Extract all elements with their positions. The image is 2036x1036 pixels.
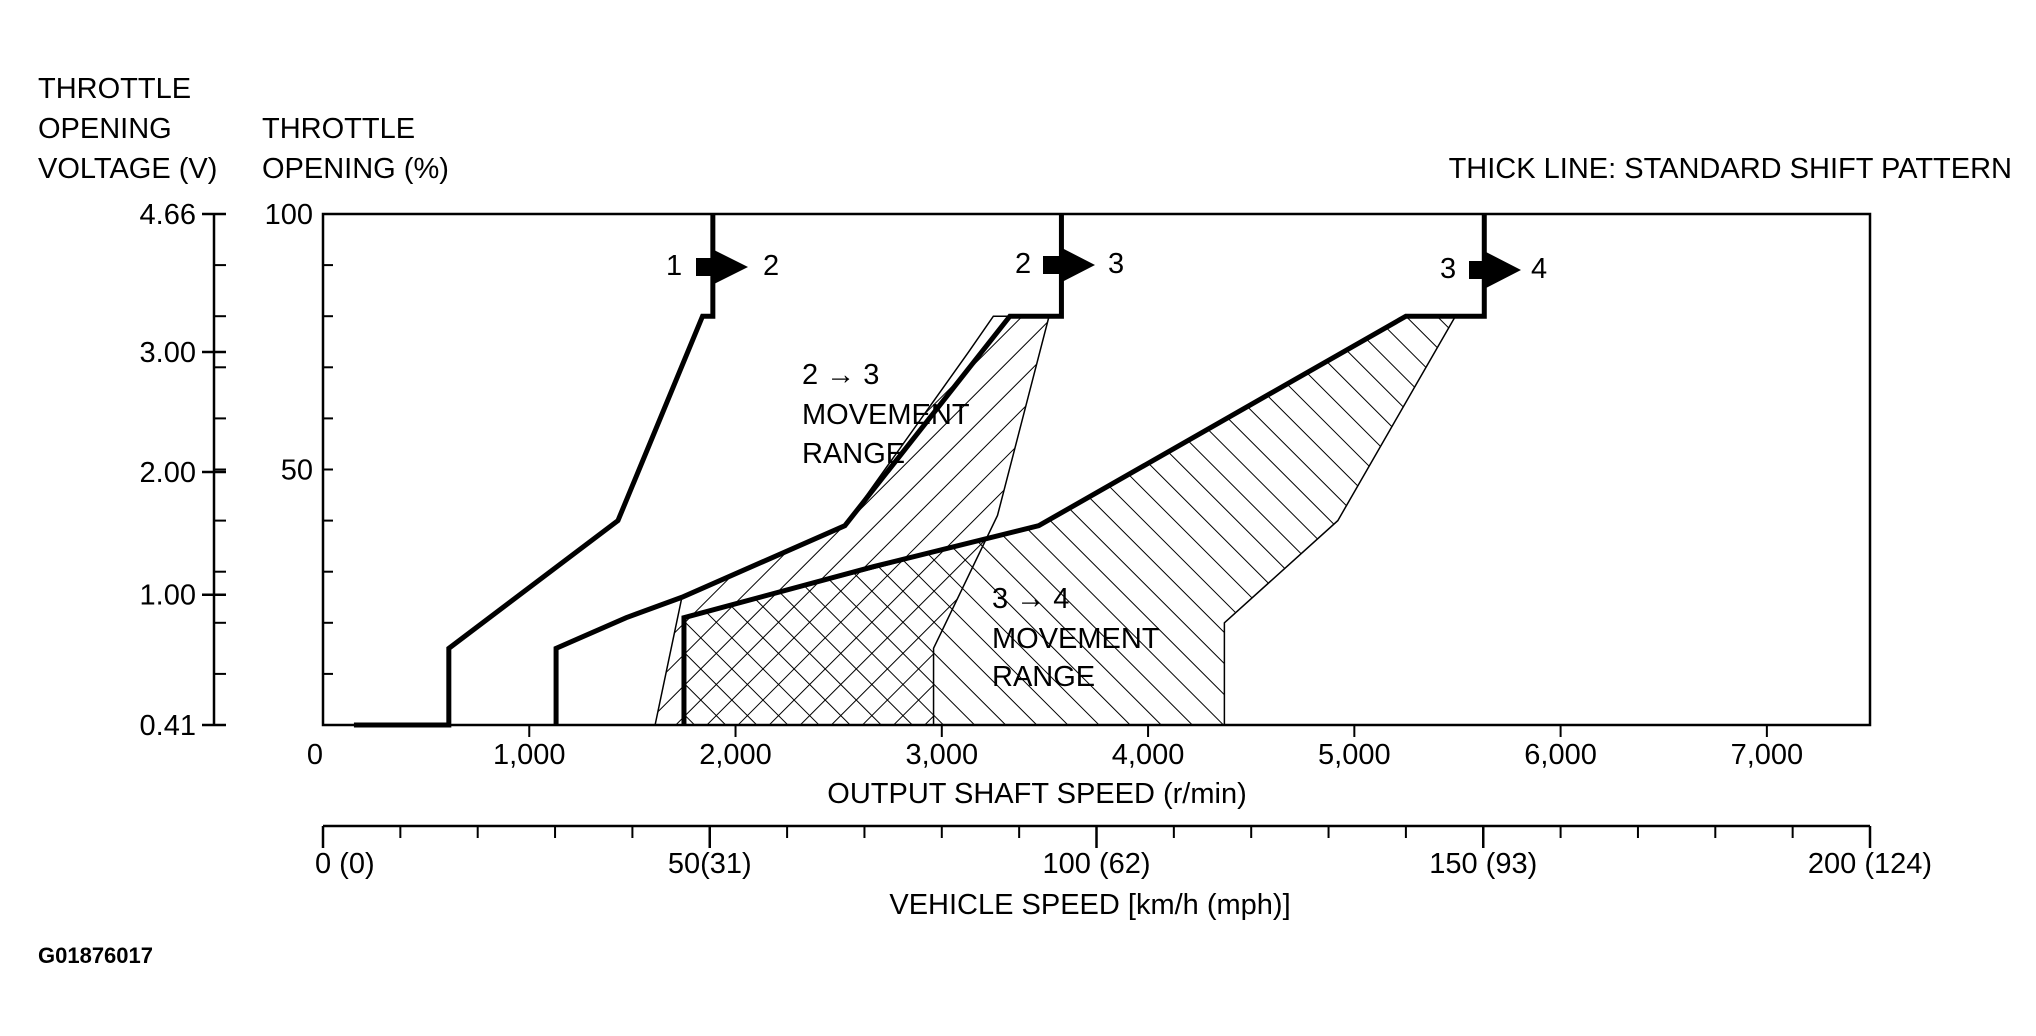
shift-line-2-3 (553, 214, 1064, 725)
output-speed-tick-label: 3,000 (906, 739, 979, 771)
shift-label-1-2: 1 2 (666, 249, 779, 285)
vehicle-speed-tick-label: 200 (124) (1808, 848, 1932, 880)
y-axis-title-line-1: THROTTLE (262, 113, 415, 145)
range-2-3-label-line-2: MOVEMENT (802, 399, 970, 431)
output-speed-axis-title: OUTPUT SHAFT SPEED (r/min) (827, 778, 1246, 810)
percent-tick-label: 50 (281, 455, 313, 487)
percent-axis-ticks: 100 50 (265, 199, 313, 487)
shift-label-2-3: 2 3 (1015, 247, 1124, 283)
output-speed-tick-label: 2,000 (699, 739, 772, 771)
left-axis-title-line-3: VOLTAGE (V) (38, 153, 217, 185)
range-3-4-label-line-3: RANGE (992, 661, 1095, 693)
range-3-4-label-line-1: 3 → 4 (992, 583, 1069, 615)
shift-3-4-to: 4 (1531, 253, 1547, 285)
shift-1-2-arrow (696, 249, 748, 285)
voltage-tick-label: 4.66 (140, 199, 196, 231)
vehicle-speed-axis-title: VEHICLE SPEED [km/h (mph)] (889, 889, 1290, 921)
left-axis-title-line-1: THROTTLE (38, 73, 191, 105)
output-speed-tick-label: 4,000 (1112, 739, 1185, 771)
shift-2-3-from: 2 (1015, 248, 1031, 280)
percent-tick-label: 100 (265, 199, 313, 231)
shift-1-2-from: 1 (666, 250, 682, 282)
image-code: G01876017 (38, 943, 153, 968)
voltage-tick-label: 0.41 (140, 710, 196, 742)
shift-lines (353, 214, 1487, 728)
output-speed-tick-label: 6,000 (1524, 739, 1597, 771)
left-axis-title-line-2: OPENING (38, 113, 172, 145)
voltage-tick-label: 2.00 (140, 457, 196, 489)
output-speed-axis-ticks: 0 1,000 2,000 3,000 4,000 5,000 6,000 7,000 (307, 725, 1803, 771)
range-2-3-label-line-1: 2 → 3 (802, 359, 879, 391)
y-axis-title: THROTTLE OPENING (%) (262, 113, 449, 185)
shift-2-3-to: 3 (1108, 248, 1124, 280)
output-speed-tick-label: 7,000 (1731, 739, 1804, 771)
shift-3-4-from: 3 (1440, 253, 1456, 285)
shift-2-3-arrow (1043, 247, 1095, 283)
vehicle-speed-tick-label: 100 (62) (1042, 848, 1150, 880)
percent-axis-minor-ticks (323, 213, 333, 726)
shift-label-3-4: 3 4 (1440, 252, 1547, 288)
voltage-tick-label: 1.00 (140, 580, 196, 612)
legend-note: THICK LINE: STANDARD SHIFT PATTERN (1449, 153, 2012, 185)
range-3-4-label-line-2: MOVEMENT (992, 623, 1160, 655)
output-speed-tick-label: 0 (307, 739, 323, 771)
y-axis-title-line-2: OPENING (%) (262, 153, 449, 185)
shift-line-1-2 (353, 214, 716, 728)
vehicle-speed-tick-label: 150 (93) (1429, 848, 1537, 880)
vehicle-speed-axis-ticks: 0 (0) 50(31) 100 (62) 150 (93) 200 (124) (315, 826, 1932, 880)
range-3-4-label: 3 → 4 MOVEMENT RANGE (992, 583, 1160, 693)
shift-line-3-4 (681, 214, 1487, 725)
vehicle-speed-tick-label: 50(31) (668, 848, 752, 880)
left-axis-title: THROTTLE OPENING VOLTAGE (V) (38, 73, 217, 185)
range-2-3-label: 2 → 3 MOVEMENT RANGE (802, 359, 970, 470)
vehicle-speed-tick-label: 0 (0) (315, 848, 375, 880)
range-2-3-label-line-3: RANGE (802, 438, 905, 470)
voltage-axis-ticks: 4.66 3.00 2.00 1.00 0.41 (140, 199, 226, 742)
output-speed-tick-label: 1,000 (493, 739, 566, 771)
shift-3-4-arrow (1469, 252, 1521, 288)
voltage-tick-label: 3.00 (140, 337, 196, 369)
output-speed-tick-label: 5,000 (1318, 739, 1391, 771)
shift-1-2-to: 2 (763, 250, 779, 282)
